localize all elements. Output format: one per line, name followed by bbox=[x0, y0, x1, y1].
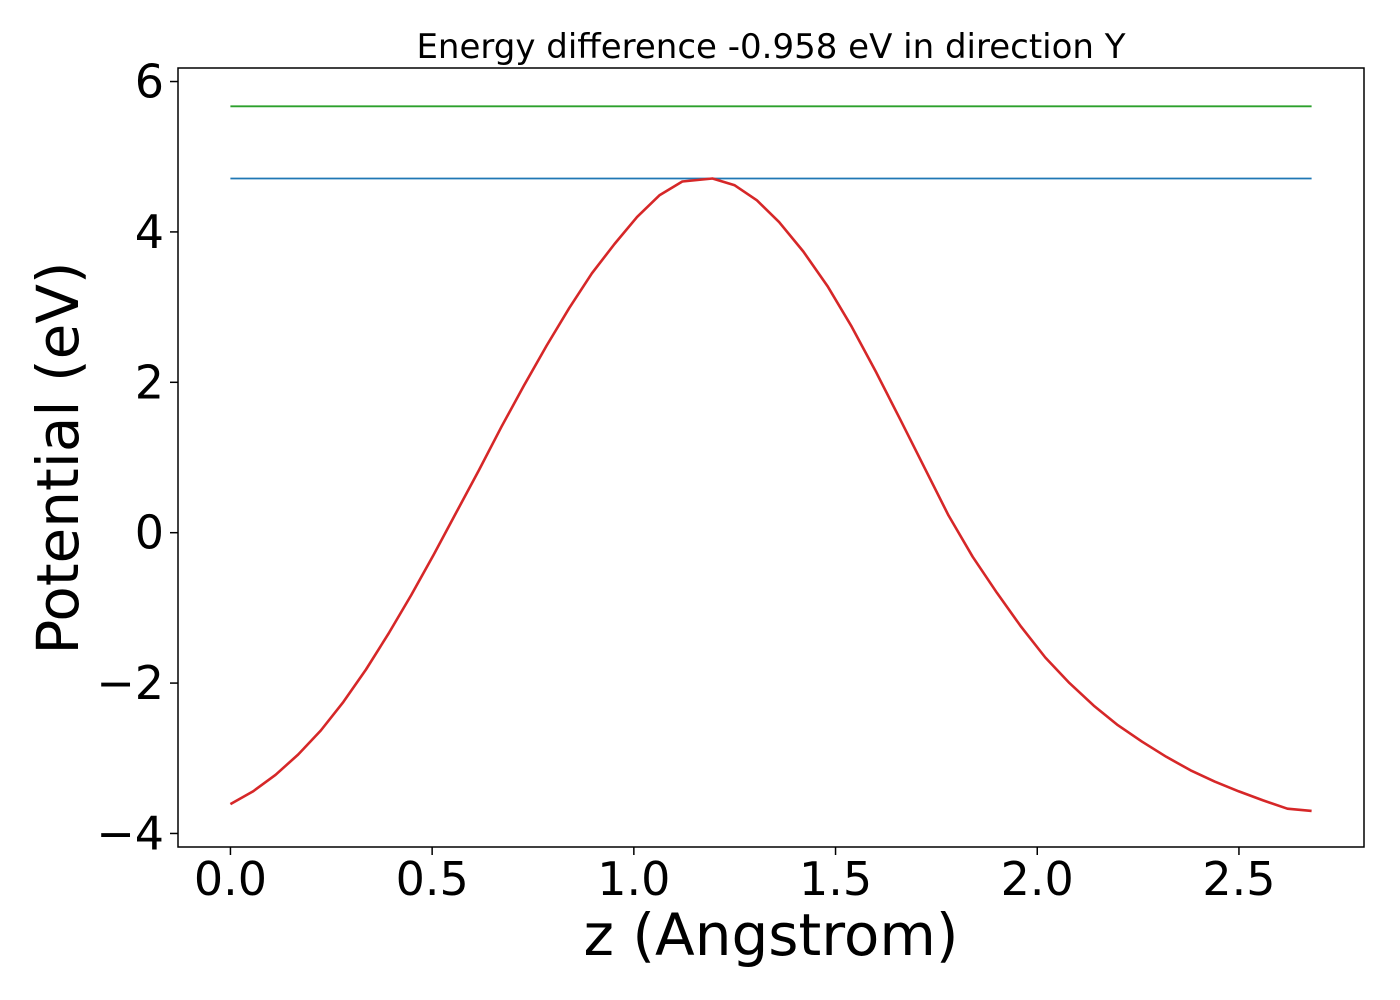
x-tick-label: 0.0 bbox=[194, 852, 267, 906]
y-tick-label: −4 bbox=[96, 806, 164, 860]
series-red-curve bbox=[229, 177, 1312, 813]
y-tick-label: 0 bbox=[135, 506, 164, 560]
plot-area-frame bbox=[177, 67, 1365, 848]
y-tick-label: 2 bbox=[135, 355, 164, 409]
chart-title: Energy difference -0.958 eV in direction… bbox=[416, 27, 1125, 67]
series-layer bbox=[229, 105, 1312, 813]
y-axis-label: Potential (eV) bbox=[24, 261, 92, 654]
y-tick-label: 4 bbox=[135, 205, 164, 259]
x-tick-label: 2.5 bbox=[1202, 852, 1275, 906]
x-tick-label: 1.5 bbox=[799, 852, 872, 906]
x-tick-label: 2.0 bbox=[1001, 852, 1074, 906]
x-axis-label: z (Angstrom) bbox=[584, 901, 959, 969]
ticks-layer: 0.0 0.5 1.0 1.5 2.0 2.5 −4 −2 0 2 4 6 bbox=[96, 55, 1275, 906]
x-tick-label: 1.0 bbox=[597, 852, 670, 906]
y-tick-label: −2 bbox=[96, 656, 164, 710]
y-tick-label: 6 bbox=[135, 55, 164, 109]
x-tick-label: 0.5 bbox=[396, 852, 469, 906]
